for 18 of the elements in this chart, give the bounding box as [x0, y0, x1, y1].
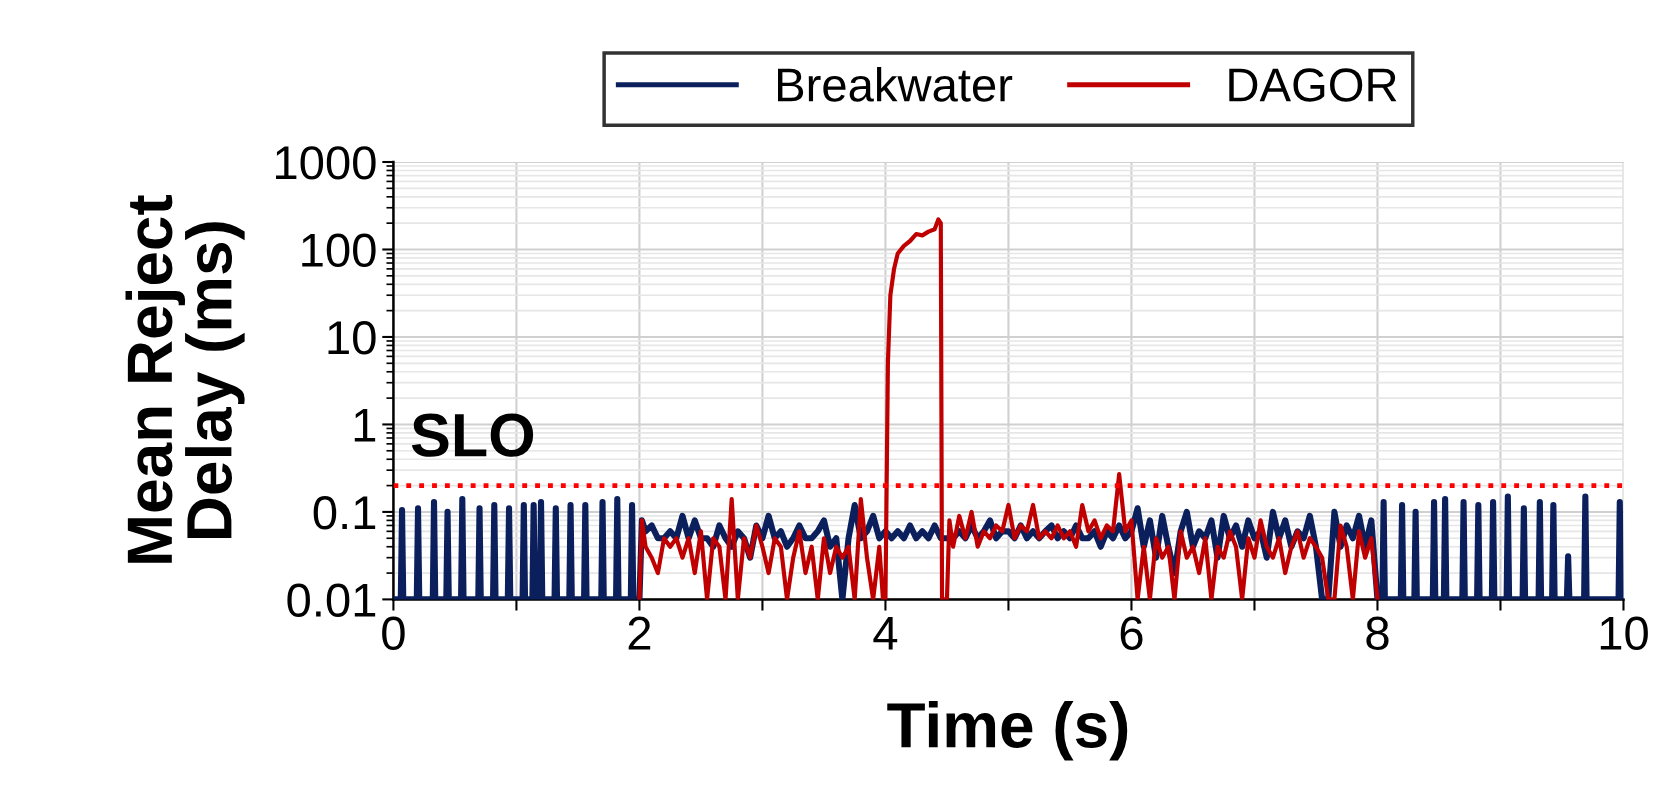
y-tick-label: 10 — [328, 321, 376, 355]
y-tick-label: 1000 — [276, 146, 376, 180]
ref-line-label: SLO — [411, 413, 534, 457]
x-tick-label: 8 — [1366, 616, 1389, 651]
x-tick-label: 10 — [1600, 616, 1648, 651]
line-series — [637, 217, 1380, 600]
y-tick-label: 1 — [354, 409, 376, 442]
x-tick-label: 2 — [628, 616, 651, 650]
y-axis-title: Mean Reject Delay (ms) — [125, 195, 245, 563]
x-axis-title: Time (s) — [887, 701, 1128, 761]
y-tick-label: 100 — [302, 233, 376, 268]
x-tick-label: 6 — [1120, 616, 1143, 651]
y-tick-label: 0.01 — [287, 583, 376, 617]
x-tick-label: 4 — [873, 617, 898, 650]
legend-label: DAGOR — [1229, 68, 1397, 102]
x-tick-label: 0 — [382, 616, 405, 651]
legend-label: Breakwater — [778, 67, 1013, 102]
y-tick-label: 0.1 — [313, 496, 376, 530]
